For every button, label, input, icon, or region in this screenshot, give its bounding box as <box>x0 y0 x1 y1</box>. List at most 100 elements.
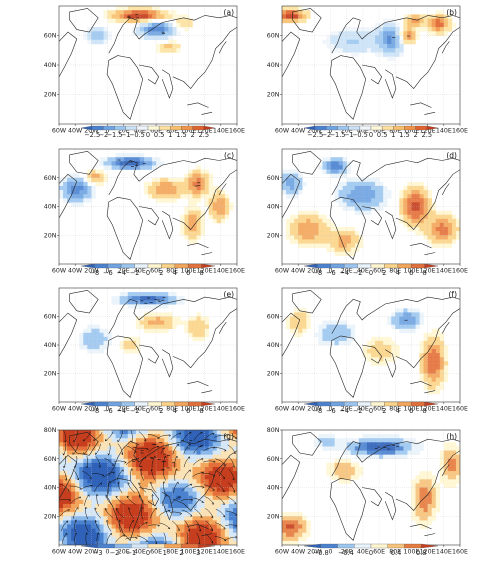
colorbar-label: 0 <box>146 407 150 415</box>
lon-tick-label: 100E <box>180 406 196 413</box>
colorbar-label: −8 <box>313 407 323 415</box>
colorbar-label: 2.5 <box>422 131 433 139</box>
lon-tick-label: 140E <box>213 268 229 275</box>
lon-tick-label: 0 <box>106 128 110 135</box>
colorbar-label: −0.8 <box>313 549 329 557</box>
lon-tick-label: 60W <box>275 549 290 556</box>
lon-tick-label: 40E <box>134 406 146 413</box>
colorbar-label: 2 <box>382 269 386 277</box>
colorbar-segment <box>121 401 135 407</box>
colorbar-segment <box>370 543 388 549</box>
colorbar-segment <box>198 543 216 549</box>
lon-tick-label: 60W <box>52 406 67 413</box>
colorbar-segment <box>161 263 175 269</box>
colorbar: −2.5−2−1.5−1−0.5 0 0.5 1 1.5 2 2.5 <box>80 125 216 139</box>
latitude-ticks: 20N 40N 60N <box>44 314 59 378</box>
lat-tick-label: 80N <box>44 427 57 434</box>
lon-tick-label: 60E <box>373 128 385 135</box>
lon-tick-label: 20W <box>84 406 99 413</box>
colorbar-label: −4 <box>116 269 126 277</box>
colorbar-label: 0.4 <box>391 549 402 557</box>
lon-tick-label: 20W <box>307 128 322 135</box>
colorbar-segment <box>174 401 189 407</box>
significance-hatching <box>392 35 411 38</box>
lon-tick-label: 0 <box>329 128 333 135</box>
lat-tick-label: 60N <box>267 33 280 40</box>
gridlines <box>282 6 460 124</box>
lon-tick-label: 80E <box>389 268 401 275</box>
colorbar-label: −3 <box>93 549 103 557</box>
panel-g: (g)60W 40W 20W 0 20E 40E 60E 80E 100E 120E 140E 160… <box>44 427 245 557</box>
lon-tick-label: 0 <box>106 406 110 413</box>
lon-tick-label: 60E <box>150 128 162 135</box>
colorbar-segment <box>330 263 345 269</box>
longitude-ticks: 60W 40W 20W 0 20E 40E 60E 80E 100E 120E 140E 160E <box>52 124 245 135</box>
colorbar-segment <box>147 125 160 131</box>
colorbar: −8 −6 −4 −2 0 2 4 6 8 <box>80 263 216 277</box>
colorbar-segment <box>411 263 425 269</box>
colorbar-segment <box>397 401 412 407</box>
colorbar-label: 0 <box>369 549 373 557</box>
lon-tick-label: 80E <box>166 128 178 135</box>
colorbar-segment <box>424 401 439 407</box>
lon-tick-label: 160E <box>229 268 245 275</box>
lon-tick-label: 40E <box>134 549 146 556</box>
colorbar-label: 0 <box>369 407 373 415</box>
lon-tick-label: 60E <box>373 406 385 413</box>
colorbar-segment <box>114 543 132 549</box>
lon-tick-label: 60W <box>52 549 67 556</box>
lon-tick-label: 120E <box>197 268 213 275</box>
colorbar-label: 2.5 <box>199 131 210 139</box>
significance-hatching <box>140 297 166 304</box>
coastlines <box>59 150 237 260</box>
coastlines <box>59 289 237 398</box>
colorbar-segment <box>370 125 383 131</box>
gridlines <box>59 6 237 124</box>
colorbar-segment <box>159 125 171 131</box>
lat-tick-label: 40N <box>267 485 280 492</box>
lon-tick-label: 140E <box>436 268 452 275</box>
colorbar-label: −2 <box>353 407 363 415</box>
lon-tick-label: 60E <box>150 268 162 275</box>
colorbar-segment <box>201 401 216 407</box>
colorbar-segment <box>330 401 345 407</box>
latitude-ticks: 20N 40N 60N <box>267 33 282 99</box>
lat-tick-label: 20N <box>267 513 280 520</box>
panel-label: (b) <box>446 8 457 17</box>
lon-tick-label: 100E <box>403 128 419 135</box>
lon-tick-label: 60W <box>52 128 67 135</box>
lon-tick-label: 60W <box>52 268 67 275</box>
anomaly-field <box>282 288 460 402</box>
lon-tick-label: 40W <box>291 406 306 413</box>
lon-tick-label: 120E <box>197 406 213 413</box>
colorbar-segment <box>114 125 126 131</box>
panel-label: (h) <box>446 432 457 441</box>
lon-tick-label: 60W <box>275 406 290 413</box>
lon-tick-label: 140E <box>436 549 452 556</box>
colorbar-label: 6 <box>186 269 190 277</box>
longitude-ticks: 60W 40W 20W 0 20E 40E 60E 80E 100E 120E 140E 160E <box>275 545 468 556</box>
colorbar-segment <box>393 125 405 131</box>
colorbar-segment <box>317 263 331 269</box>
lon-tick-label: 40W <box>68 406 83 413</box>
colorbar-label: 1.5 <box>176 131 187 139</box>
colorbar-label: 4 <box>173 407 177 415</box>
panel-label: (a) <box>224 8 235 17</box>
colorbar: −2.5−2−1.5−1−0.5 0 0.5 1 1.5 2 2.5 <box>303 125 439 139</box>
latitude-ticks: 20N 40N 60N <box>44 33 59 99</box>
colorbar-label: 0 <box>369 269 373 277</box>
colorbar-segment <box>426 125 439 131</box>
lat-tick-label: 60N <box>267 456 280 463</box>
colorbar-segment <box>134 401 149 407</box>
lon-tick-label: 120E <box>197 549 213 556</box>
significance-hatching <box>374 445 400 450</box>
colorbar-label: −4 <box>339 269 349 277</box>
lon-tick-label: 40W <box>68 268 83 275</box>
lat-tick-label: 40N <box>44 485 57 492</box>
colorbar-label: 2 <box>382 407 386 415</box>
colorbar-segment <box>337 543 355 549</box>
colorbar: −8 −6 −4 −2 0 2 4 6 8 <box>80 401 216 415</box>
colorbar-segment <box>354 543 372 549</box>
lon-tick-label: 160E <box>452 549 468 556</box>
gridlines <box>59 288 237 402</box>
